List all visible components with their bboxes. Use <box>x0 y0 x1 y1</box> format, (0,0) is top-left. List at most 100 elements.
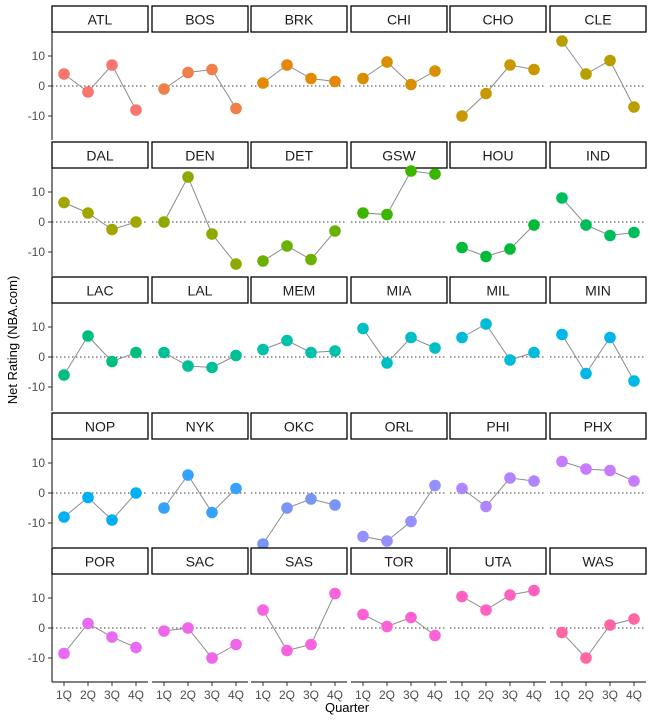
strip-box <box>151 412 249 440</box>
y-tick-label: 0 <box>38 486 45 500</box>
data-point <box>357 207 369 219</box>
x-tick-label: 1Q <box>554 688 570 702</box>
strip-label: LAC <box>86 283 113 299</box>
strip-label: IND <box>586 148 610 164</box>
data-point <box>604 464 616 477</box>
data-point <box>206 506 218 519</box>
data-point <box>329 587 341 600</box>
y-tick-label: -10 <box>28 380 46 394</box>
data-point <box>528 219 540 231</box>
data-point <box>230 258 242 270</box>
data-point <box>206 63 218 76</box>
data-point <box>206 361 218 374</box>
y-tick-label: -10 <box>28 245 46 259</box>
data-point <box>158 346 170 359</box>
data-point <box>257 255 269 267</box>
data-point <box>528 346 540 359</box>
panel-gsw: GSW <box>350 141 448 223</box>
strip-box <box>549 141 647 169</box>
data-point <box>604 331 616 344</box>
panel-uta: UTA 1Q 2Q 3Q 4Q <box>449 547 547 702</box>
strip-box <box>350 276 448 304</box>
data-point <box>329 499 341 511</box>
strip-label: OKC <box>284 419 314 435</box>
strip-box <box>250 547 348 575</box>
series-line <box>561 461 635 482</box>
series-line <box>362 328 436 364</box>
data-point <box>257 604 269 616</box>
strip-label: BRK <box>285 12 314 28</box>
y-tick-label: 0 <box>38 621 45 635</box>
data-point <box>429 65 441 77</box>
strip-box <box>549 547 647 575</box>
data-point <box>158 625 170 637</box>
strip-box <box>549 5 647 33</box>
data-point <box>82 330 94 342</box>
data-point <box>305 253 317 266</box>
data-point <box>504 354 516 366</box>
x-tick-label: 3Q <box>104 688 120 702</box>
data-point <box>405 611 417 624</box>
data-point <box>106 223 118 236</box>
strip-label: PHI <box>486 419 509 435</box>
x-tick-label: 3Q <box>502 688 518 702</box>
data-point <box>329 225 341 237</box>
data-point <box>528 584 540 597</box>
data-point <box>604 54 616 67</box>
series-line <box>461 323 535 361</box>
strip-box <box>250 276 348 304</box>
strip-box <box>51 412 149 440</box>
panel-phi: PHI <box>449 412 547 513</box>
data-point <box>429 629 441 642</box>
y-tick-label: 10 <box>32 320 46 334</box>
data-point <box>230 638 242 651</box>
strip-box <box>549 276 647 304</box>
data-point <box>257 343 269 356</box>
data-point <box>556 455 568 468</box>
data-point <box>82 207 94 219</box>
strip-box <box>151 5 249 33</box>
x-tick-label: 4Q <box>327 688 343 702</box>
data-point <box>329 345 341 357</box>
panel-was: WAS 1Q 2Q 3Q 4Q <box>549 547 647 702</box>
data-point <box>456 331 468 344</box>
strip-label: TOR <box>384 554 413 570</box>
strip-label: DAL <box>86 148 113 164</box>
panel-mil: MIL <box>449 276 547 366</box>
series-line <box>163 175 237 265</box>
data-point <box>281 59 293 71</box>
data-point <box>429 342 441 354</box>
panel-mia: MIA <box>350 276 448 369</box>
panel-dal: DAL -10 0 10 <box>28 141 149 276</box>
strip-box <box>51 547 149 575</box>
series-line <box>63 622 137 654</box>
strip-box <box>350 547 448 575</box>
x-tick-label: 2Q <box>180 688 196 702</box>
panel-sas: SAS 1Q 2Q 3Q 4Q <box>250 547 348 702</box>
data-point <box>628 475 640 487</box>
panel-hou: HOU <box>449 141 547 263</box>
strip-box <box>350 412 448 440</box>
series-line <box>362 614 436 636</box>
series-line <box>163 627 237 659</box>
data-point <box>628 375 640 387</box>
panel-nop: NOP -10 0 10 <box>28 412 149 547</box>
data-point <box>628 613 640 625</box>
series-line <box>63 64 137 111</box>
data-point <box>556 328 568 341</box>
panel-atl: ATL -10 0 10 <box>28 5 149 140</box>
panel-phx: PHX <box>549 412 647 494</box>
series-line <box>561 334 635 382</box>
y-tick-label: -10 <box>28 109 46 123</box>
strip-box <box>51 276 149 304</box>
series-line <box>63 202 137 231</box>
panel-ind: IND <box>549 141 647 242</box>
data-point <box>182 469 194 481</box>
panel-okc: OKC <box>250 412 348 550</box>
strip-label: NYK <box>186 419 215 435</box>
x-tick-label: 4Q <box>427 688 443 702</box>
strip-label: ORL <box>385 419 414 435</box>
strip-box <box>350 5 448 33</box>
series-line <box>262 230 336 262</box>
